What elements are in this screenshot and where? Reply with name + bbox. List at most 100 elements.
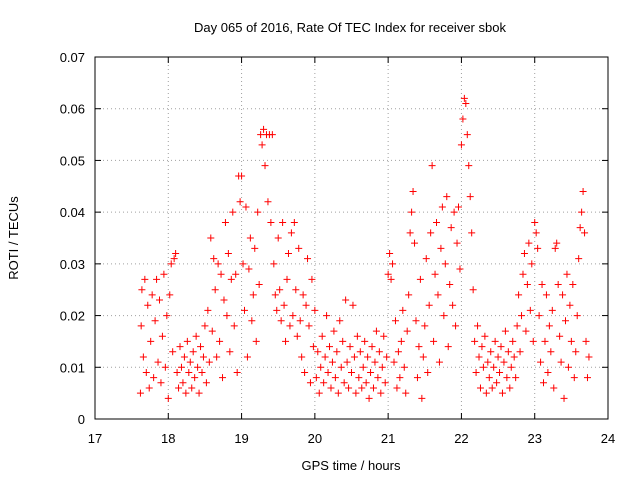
- data-point: [144, 301, 152, 309]
- data-point: [365, 394, 373, 402]
- data-point: [526, 306, 534, 314]
- data-point: [295, 244, 303, 252]
- x-tick-label: 20: [308, 431, 322, 446]
- data-point: [145, 384, 153, 392]
- data-point: [318, 332, 326, 340]
- data-point: [254, 208, 262, 216]
- grid: [95, 57, 608, 419]
- data-point: [460, 94, 468, 102]
- data-point: [545, 322, 553, 330]
- data-point: [359, 363, 367, 371]
- data-point: [447, 224, 455, 232]
- data-point: [158, 332, 166, 340]
- data-point: [271, 291, 279, 299]
- data-point: [204, 306, 212, 314]
- data-point: [547, 348, 555, 356]
- data-point: [452, 322, 460, 330]
- data-point: [320, 379, 328, 387]
- data-point: [304, 255, 312, 263]
- data-point: [424, 368, 432, 376]
- data-point: [282, 337, 290, 345]
- data-point: [169, 348, 177, 356]
- data-point: [326, 343, 334, 351]
- data-point: [219, 374, 227, 382]
- data-point: [459, 115, 467, 123]
- data-point: [563, 270, 571, 278]
- y-tick-label: 0.02: [60, 309, 85, 324]
- data-point: [585, 353, 593, 361]
- data-point: [348, 368, 355, 376]
- data-point: [175, 384, 183, 392]
- data-point: [220, 296, 228, 304]
- data-point: [431, 270, 439, 278]
- data-point: [287, 229, 295, 237]
- data-point: [274, 234, 282, 242]
- data-point: [139, 353, 147, 361]
- data-point: [528, 260, 536, 268]
- data-point: [246, 234, 254, 242]
- data-point: [438, 203, 446, 211]
- data-point: [148, 291, 156, 299]
- chart-title: Day 065 of 2016, Rate Of TEC Index for r…: [194, 20, 506, 35]
- data-point: [566, 301, 574, 309]
- data-point: [400, 363, 408, 371]
- data-point: [496, 368, 504, 376]
- data-point: [523, 281, 531, 289]
- data-point: [317, 363, 325, 371]
- data-point: [208, 327, 216, 335]
- data-point: [456, 265, 464, 273]
- data-point: [306, 379, 314, 387]
- x-tick-label: 21: [381, 431, 395, 446]
- data-point: [516, 348, 524, 356]
- data-point: [194, 363, 202, 371]
- data-point: [383, 353, 391, 361]
- data-point: [369, 384, 377, 392]
- data-point: [531, 218, 539, 226]
- data-point: [449, 301, 457, 309]
- data-point: [217, 270, 225, 278]
- data-point: [578, 208, 586, 216]
- data-point: [453, 239, 461, 247]
- data-point: [387, 275, 395, 283]
- data-point: [444, 343, 452, 351]
- data-point: [309, 343, 317, 351]
- data-point: [468, 229, 476, 237]
- data-point: [330, 327, 338, 335]
- data-point: [463, 131, 471, 139]
- data-point: [176, 343, 184, 351]
- data-point: [501, 327, 509, 335]
- data-point: [465, 162, 473, 170]
- data-point: [324, 368, 332, 376]
- data-point: [356, 348, 364, 356]
- data-point: [179, 379, 187, 387]
- data-point: [390, 358, 398, 366]
- data-point: [257, 131, 265, 139]
- data-point: [500, 358, 508, 366]
- data-point: [488, 384, 496, 392]
- data-point: [205, 358, 213, 366]
- data-point: [506, 384, 514, 392]
- data-point: [411, 239, 419, 247]
- data-point: [340, 379, 348, 387]
- data-point: [542, 291, 550, 299]
- data-point: [198, 368, 206, 376]
- data-point: [573, 312, 581, 320]
- data-point: [260, 125, 268, 133]
- data-point: [191, 374, 199, 382]
- data-point: [188, 384, 196, 392]
- data-point: [374, 374, 382, 382]
- data-point: [364, 353, 372, 361]
- data-point: [276, 286, 284, 294]
- data-point: [510, 353, 518, 361]
- data-point: [164, 394, 172, 402]
- data-point: [397, 337, 405, 345]
- data-point: [481, 332, 489, 340]
- data-point: [279, 218, 287, 226]
- data-point: [435, 358, 443, 366]
- x-tick-label: 18: [161, 431, 175, 446]
- data-point: [522, 327, 530, 335]
- data-point: [185, 368, 193, 376]
- data-point: [268, 131, 276, 139]
- data-point: [296, 317, 304, 325]
